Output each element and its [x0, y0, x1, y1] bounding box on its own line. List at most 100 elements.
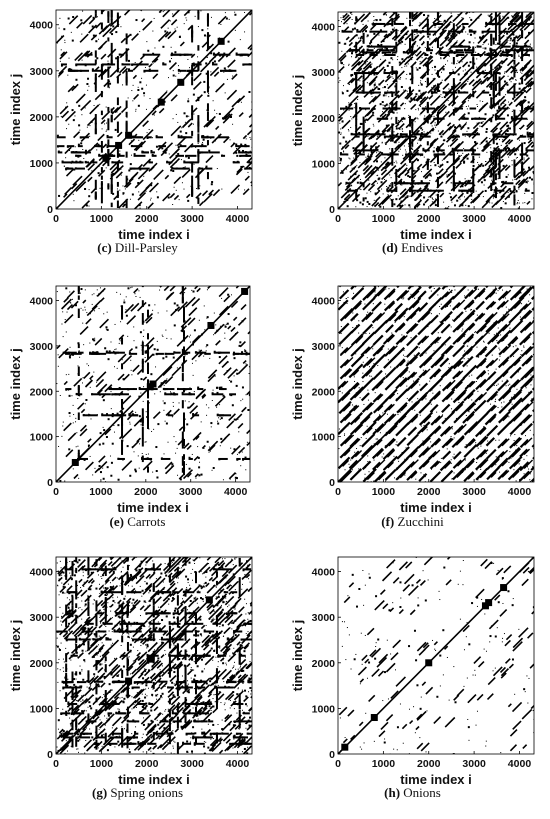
recurrence-mark	[469, 17, 471, 19]
recurrence-mark	[452, 459, 463, 469]
recurrence-mark	[387, 186, 390, 189]
recurrence-mark	[442, 164, 444, 166]
recurrence-mark	[338, 380, 347, 390]
recurrence-mark	[440, 291, 450, 300]
recurrence-mark	[228, 18, 230, 20]
recurrence-mark	[378, 189, 381, 192]
recurrence-mark	[496, 163, 498, 165]
recurrence-mark	[397, 30, 399, 32]
recurrence-mark	[162, 193, 171, 202]
recurrence-mark	[502, 97, 504, 99]
recurrence-mark	[188, 307, 198, 317]
recurrence-mark	[443, 139, 446, 142]
recurrence-mark	[395, 388, 409, 402]
recurrence-mark	[364, 121, 366, 123]
recurrence-mark	[509, 188, 517, 195]
recurrence-mark	[235, 168, 243, 176]
recurrence-mark	[431, 125, 433, 127]
recurrence-mark	[460, 203, 462, 205]
recurrence-mark	[151, 430, 153, 432]
recurrence-mark	[419, 68, 430, 79]
recurrence-mark	[478, 17, 480, 19]
recurrence-mark	[374, 192, 377, 195]
recurrence-mark	[418, 355, 433, 369]
recurrence-mark	[494, 291, 496, 293]
recurrence-mark	[187, 11, 190, 14]
recurrence-mark	[215, 82, 225, 93]
recurrence-mark	[519, 448, 529, 458]
recurrence-mark	[451, 428, 453, 430]
recurrence-mark	[373, 143, 375, 145]
recurrence-mark	[377, 178, 380, 181]
recurrence-mark	[484, 20, 492, 28]
recurrence-mark	[428, 47, 431, 50]
recurrence-mark	[412, 77, 414, 79]
recurrence-mark	[133, 93, 140, 100]
recurrence-mark	[477, 390, 479, 392]
recurrence-mark	[373, 202, 380, 208]
recurrence-mark	[399, 360, 406, 367]
recurrence-mark	[239, 39, 241, 41]
recurrence-mark	[354, 114, 357, 117]
recurrence-mark	[218, 356, 221, 359]
recurrence-mark	[342, 146, 344, 148]
recurrence-mark	[509, 347, 520, 358]
recurrence-mark	[162, 11, 164, 13]
recurrence-mark	[122, 193, 124, 195]
recurrence-mark	[98, 153, 101, 156]
recurrence-mark	[410, 188, 413, 191]
recurrence-mark	[500, 52, 503, 55]
recurrence-mark	[377, 43, 380, 46]
recurrence-mark	[511, 65, 513, 67]
recurrence-mark	[519, 99, 527, 107]
recurrence-mark	[179, 35, 181, 37]
recurrence-mark	[429, 471, 442, 482]
recurrence-mark	[142, 340, 144, 342]
recurrence-mark	[110, 461, 113, 464]
recurrence-mark	[516, 20, 523, 27]
recurrence-mark	[240, 303, 247, 311]
recurrence-mark	[348, 86, 359, 98]
recurrence-mark	[77, 342, 80, 345]
recurrence-mark	[80, 132, 91, 142]
recurrence-mark	[168, 153, 170, 155]
recurrence-mark	[373, 83, 376, 86]
recurrence-mark	[68, 448, 71, 451]
recurrence-mark	[473, 286, 479, 290]
recurrence-mark	[83, 344, 85, 346]
recurrence-mark	[216, 406, 218, 408]
recurrence-mark	[388, 20, 390, 22]
recurrence-mark	[500, 180, 508, 188]
recurrence-mark	[417, 109, 419, 111]
recurrence-mark	[155, 135, 158, 138]
recurrence-mark	[372, 21, 374, 23]
recurrence-mark	[105, 328, 107, 330]
recurrence-mark	[142, 320, 145, 323]
recurrence-mark	[361, 89, 363, 91]
recurrence-mark	[162, 357, 165, 360]
recurrence-mark	[525, 387, 527, 389]
recurrence-mark	[122, 354, 133, 365]
recurrence-mark	[431, 197, 433, 199]
recurrence-mark	[419, 63, 421, 65]
recurrence-mark	[473, 32, 476, 35]
recurrence-mark	[217, 422, 220, 425]
recurrence-mark	[91, 68, 94, 71]
recurrence-mark	[245, 469, 247, 471]
recurrence-mark	[201, 29, 204, 32]
recurrence-mark	[460, 128, 462, 130]
recurrence-mark	[94, 337, 103, 346]
recurrence-mark	[430, 132, 432, 134]
recurrence-mark	[78, 477, 80, 479]
recurrence-mark	[484, 113, 487, 116]
recurrence-mark	[452, 162, 455, 165]
recurrence-mark	[198, 474, 201, 477]
recurrence-mark	[177, 439, 184, 446]
recurrence-mark	[142, 335, 144, 337]
recurrence-mark	[361, 311, 372, 323]
recurrence-mark	[459, 125, 462, 128]
recurrence-mark	[383, 469, 385, 471]
recurrence-mark	[413, 380, 415, 382]
recurrence-mark	[430, 92, 432, 94]
recurrence-mark	[89, 135, 91, 137]
